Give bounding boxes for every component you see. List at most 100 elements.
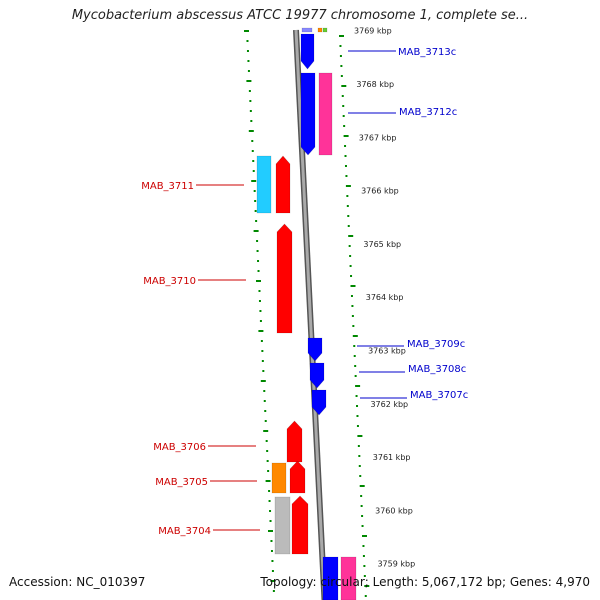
scale-label: 3761 kbp <box>373 453 411 462</box>
tick-mark <box>270 540 273 542</box>
tick-mark <box>254 210 257 212</box>
tick-mark <box>249 110 252 112</box>
gene-MAB_3707c <box>311 389 327 416</box>
tick-mark <box>355 385 361 387</box>
tick-mark <box>263 390 266 392</box>
gene-MAB_3713c <box>300 33 315 70</box>
tick-mark <box>362 535 367 537</box>
scale-label: 3764 kbp <box>366 293 404 302</box>
tick-mark <box>258 290 261 292</box>
tick-mark <box>349 255 352 257</box>
scale-label: 3767 kbp <box>359 133 397 142</box>
tick-mark <box>265 440 268 442</box>
tick-mark <box>261 350 264 352</box>
tick-mark <box>355 395 358 397</box>
tick-mark <box>344 165 347 167</box>
gene-segment <box>301 27 313 33</box>
tick-mark <box>350 285 356 287</box>
gene-label: MAB_3705 <box>155 477 208 488</box>
tick-mark <box>362 555 365 557</box>
tick-mark <box>264 410 267 412</box>
gene-MAB_3708c <box>309 362 325 389</box>
tick-mark <box>257 270 260 272</box>
tick-mark <box>269 520 272 522</box>
tick-mark <box>354 375 357 377</box>
gene-MAB_3712c <box>300 72 316 156</box>
tick-mark <box>343 135 349 137</box>
tick-mark <box>346 205 349 207</box>
tick-mark <box>263 430 269 432</box>
tick-mark <box>360 495 363 497</box>
tick-mark <box>265 480 271 482</box>
tick-mark <box>344 145 347 147</box>
tick-mark <box>348 245 351 247</box>
tick-mark <box>362 545 365 547</box>
gene-label: MAB_3708c <box>408 364 466 375</box>
gene-segment-grey <box>274 496 291 555</box>
tick-mark <box>356 425 359 427</box>
gene-label: MAB_3710 <box>143 276 196 287</box>
tick-mark <box>252 160 255 162</box>
tick-mark <box>343 125 346 127</box>
gene-segment-pink <box>340 556 357 600</box>
tick-mark <box>246 50 249 52</box>
tick-mark <box>268 500 271 502</box>
tick-mark <box>254 200 257 202</box>
tick-marks-right <box>339 35 370 597</box>
tick-mark <box>251 140 254 142</box>
tick-mark <box>361 525 364 527</box>
tick-mark <box>346 195 349 197</box>
tick-mark <box>272 590 275 592</box>
tick-mark <box>340 65 343 67</box>
tick-mark <box>247 70 250 72</box>
tick-mark <box>262 370 265 372</box>
tick-mark <box>339 35 344 37</box>
tick-mark <box>342 105 345 107</box>
tick-mark <box>364 595 367 597</box>
tick-mark <box>347 215 350 217</box>
tick-mark <box>246 80 252 82</box>
tick-mark <box>357 435 363 437</box>
tick-mark <box>360 505 363 507</box>
tick-mark <box>256 280 261 282</box>
tick-mark <box>271 560 274 562</box>
tick-mark <box>253 190 256 192</box>
tick-mark <box>252 170 255 172</box>
tick-mark <box>259 310 262 312</box>
tick-mark <box>353 355 356 357</box>
tick-mark <box>260 380 266 382</box>
tick-mark <box>257 260 260 262</box>
tick-mark <box>264 420 267 422</box>
tick-mark <box>244 30 249 32</box>
genome-backbone <box>293 29 328 600</box>
tick-mark <box>359 475 362 477</box>
tick-mark <box>342 115 345 117</box>
gene-label: MAB_3704 <box>158 526 211 537</box>
tick-mark <box>352 335 358 337</box>
tick-mark <box>259 320 262 322</box>
gene-segment-orange <box>271 462 287 494</box>
gene-features <box>256 27 357 600</box>
gene-segment <box>322 27 328 33</box>
tick-mark <box>266 460 269 462</box>
tick-mark <box>258 330 264 332</box>
tick-mark <box>358 465 361 467</box>
tick-mark <box>350 275 353 277</box>
tick-mark <box>258 300 261 302</box>
tick-mark <box>268 490 271 492</box>
tick-mark <box>255 220 258 222</box>
tick-mark <box>348 235 354 237</box>
tick-mark <box>345 185 351 187</box>
tick-mark <box>253 230 259 232</box>
backbone-line <box>294 29 326 600</box>
tick-mark <box>361 515 364 517</box>
gene-segment-cyan <box>256 155 272 214</box>
tick-mark <box>364 585 370 587</box>
gene-label: MAB_3711 <box>141 181 194 192</box>
gene-segment-pink <box>318 72 333 156</box>
tick-mark <box>351 315 354 317</box>
gene-segment <box>322 556 339 600</box>
gene-MAB_3709c <box>307 337 323 362</box>
tick-mark <box>354 365 357 367</box>
gene-label: MAB_3706 <box>153 442 206 453</box>
